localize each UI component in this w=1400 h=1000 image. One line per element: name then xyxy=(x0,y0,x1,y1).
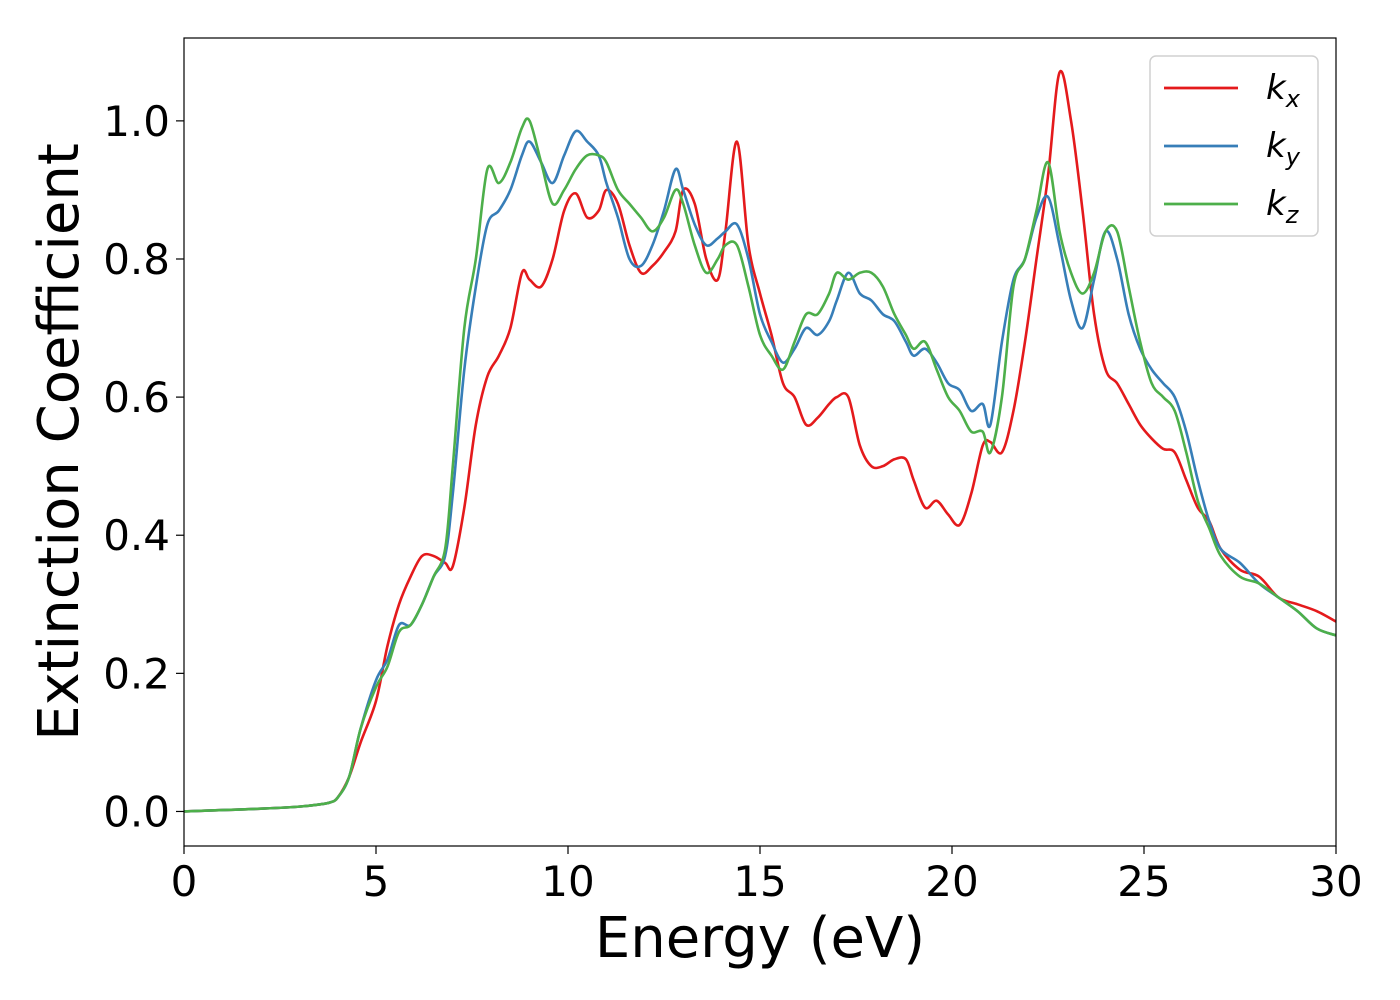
x-tick-label: 20 xyxy=(925,857,978,906)
y-tick-label: 0.2 xyxy=(103,649,170,698)
y-tick-label: 1.0 xyxy=(103,97,170,146)
legend: kx ky kz xyxy=(1149,55,1319,237)
x-axis-title: Energy (eV) xyxy=(595,906,925,971)
plot-background xyxy=(184,38,1336,846)
series-line-y xyxy=(183,129,1337,813)
series-line-z xyxy=(183,117,1337,813)
y-tick-label: 0.6 xyxy=(103,373,170,422)
legend-label-z: kz xyxy=(1266,184,1300,229)
x-tick-label: 5 xyxy=(363,857,390,906)
y-tick-label: 0.0 xyxy=(103,787,170,836)
y-axis: 0.0 0.2 0.4 0.6 0.8 1.0 xyxy=(103,97,184,836)
x-tick-label: 25 xyxy=(1117,857,1170,906)
legend-label-x: kx xyxy=(1266,68,1301,113)
x-tick-label: 0 xyxy=(171,857,198,906)
y-axis-title: Extinction Coefficient xyxy=(27,143,92,741)
legend-label-y: ky xyxy=(1266,126,1301,171)
x-tick-label: 30 xyxy=(1309,857,1362,906)
x-tick-label: 10 xyxy=(541,857,594,906)
series-layer xyxy=(183,69,1337,813)
series-line-x xyxy=(183,69,1337,813)
x-axis: 0 5 10 15 20 25 30 xyxy=(171,846,1363,906)
x-tick-label: 15 xyxy=(733,857,786,906)
y-tick-label: 0.8 xyxy=(103,235,170,284)
y-tick-label: 0.4 xyxy=(103,511,170,560)
